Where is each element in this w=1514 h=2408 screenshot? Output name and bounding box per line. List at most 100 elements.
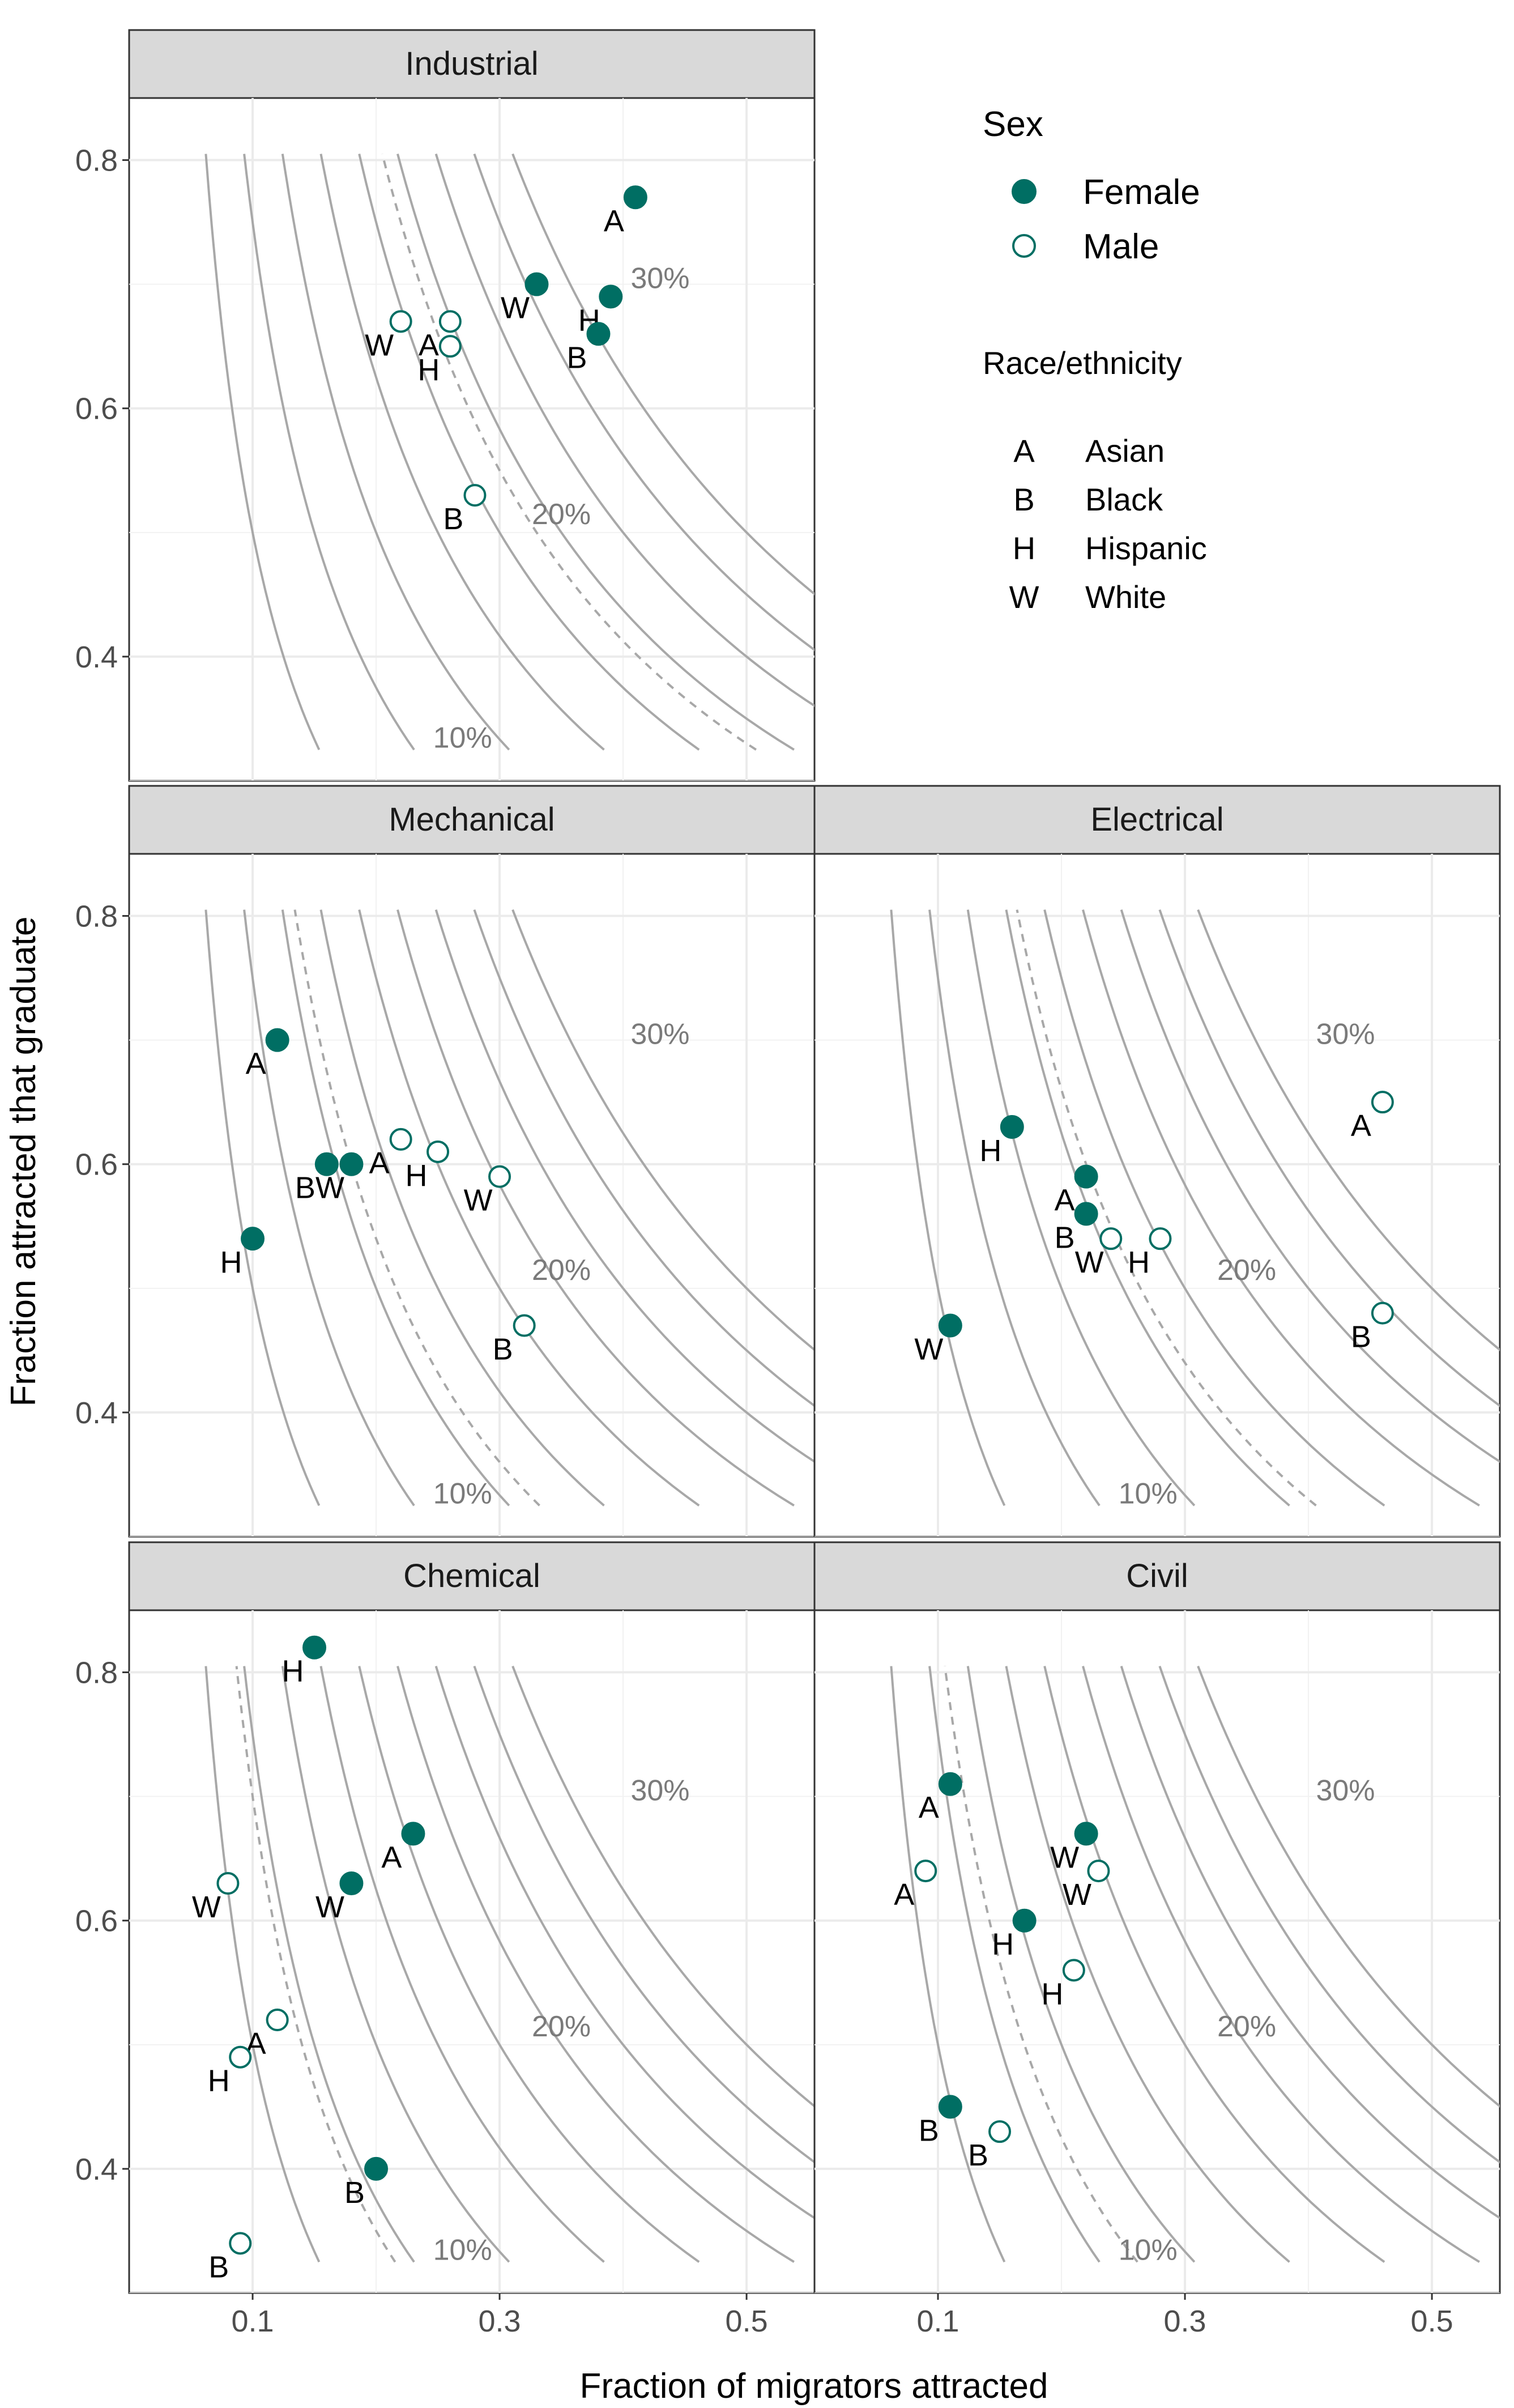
isoline [890, 1666, 1006, 2263]
data-point-b-female [938, 2095, 962, 2119]
data-point-b-female [364, 2156, 389, 2181]
legend-label-female: Female [1083, 173, 1200, 212]
reference-isoline [944, 1666, 1138, 2263]
point-label: B [919, 2113, 939, 2147]
isoline-label: 20% [532, 2010, 591, 2043]
data-point-a-male [438, 310, 462, 333]
facet-strip-label: Chemical [403, 1558, 540, 1594]
isoline [319, 154, 605, 751]
isoline [1197, 1665, 1500, 2108]
x-tick-label: 0.3 [479, 2304, 521, 2338]
data-point-b-male [463, 484, 487, 507]
legend: Sex Race/ethnicity Female Male A Asian B Blac… [983, 105, 1207, 615]
isoline [1043, 1666, 1385, 2263]
legend-race-code: W [1009, 579, 1039, 615]
isoline-label: 20% [532, 498, 591, 531]
legend-race-label: Asian [1085, 433, 1165, 469]
isoline [281, 909, 510, 1507]
point-label: H [417, 353, 440, 387]
legend-race-code: H [1013, 530, 1035, 566]
isoline-label: 30% [630, 1775, 689, 1807]
y-tick-label: 0.4 [75, 2152, 118, 2186]
y-tick-label: 0.8 [75, 144, 118, 178]
reference-isoline [381, 154, 757, 751]
isoline [1158, 1665, 1500, 2164]
point-label: H [208, 2064, 230, 2098]
isoline [928, 1666, 1101, 2263]
isoline [281, 154, 510, 751]
point-label: H [992, 1928, 1014, 1962]
isoline [434, 909, 814, 1463]
isoline [511, 153, 814, 595]
legend-race-title: Race/ethnicity [983, 345, 1182, 381]
data-point-a-male [266, 2009, 289, 2031]
point-label: H [406, 1159, 428, 1193]
data-point-h-female [302, 1635, 327, 1660]
data-point-a-female [938, 1772, 962, 1796]
data-point-h-female [1012, 1908, 1037, 1933]
panel-plot-area: 10% 20% 30% A W H B A W H B [814, 1610, 1500, 2293]
legend-race-code: B [1013, 482, 1034, 517]
isoline [204, 1666, 321, 2263]
data-point-w-male [389, 310, 412, 333]
point-label: W [914, 1333, 943, 1367]
x-tick-label: 0.1 [916, 2304, 959, 2338]
isoline [434, 1666, 814, 2220]
y-tick-label: 0.4 [75, 1396, 118, 1430]
y-tick-label: 0.6 [75, 392, 118, 426]
point-label: W [464, 1184, 493, 1218]
panel-plot-area: 10%20%30%AW HBW AHB [129, 98, 814, 781]
panel-background [813, 853, 1501, 1538]
isoline-label: 30% [1316, 1018, 1375, 1051]
isoline [243, 154, 415, 751]
isoline [1043, 909, 1385, 1507]
data-point-w-female [1074, 1822, 1098, 1846]
data-point-h-male [427, 1140, 450, 1163]
isoline [1158, 909, 1500, 1407]
isoline-label: 20% [532, 1254, 591, 1287]
isoline [434, 154, 814, 708]
isoline [890, 909, 1006, 1507]
isoline [243, 909, 415, 1507]
point-label: A [919, 1791, 939, 1825]
data-point-b-female [586, 322, 611, 346]
data-point-h-female [241, 1227, 265, 1251]
isoline [204, 154, 321, 751]
data-point-a-female [265, 1028, 289, 1052]
data-point-w-female [524, 272, 549, 296]
point-label: B [295, 1171, 315, 1205]
legend-label-male: Male [1083, 227, 1159, 266]
data-point-b-male [988, 2120, 1012, 2143]
panel-civil: Civil 10% 20% 30% A W H B A W H B 0.1 0.3 0.5 [813, 1541, 1501, 2338]
isoline [204, 909, 321, 1507]
point-label: B [566, 341, 587, 375]
point-label: A [1055, 1184, 1075, 1218]
isoline-label: 20% [1217, 2010, 1276, 2043]
data-point-w-female [339, 1871, 364, 1895]
isoline-label: 10% [433, 2233, 492, 2266]
legend-key-male [1012, 234, 1036, 258]
isoline [281, 1666, 510, 2263]
facet-strip [128, 1541, 816, 1611]
isoline-label: 10% [433, 1477, 492, 1510]
point-label: H [1041, 1977, 1063, 2011]
isoline [1082, 909, 1480, 1507]
point-label: W [315, 1171, 344, 1205]
facet-strip-label: Industrial [405, 45, 538, 82]
point-label: A [246, 1047, 266, 1081]
point-label: B [208, 2250, 229, 2284]
point-label: A [369, 1146, 390, 1180]
isoline [319, 1666, 605, 2263]
isoline [243, 1666, 415, 2263]
point-label: B [493, 1333, 513, 1367]
data-point-w-female [938, 1313, 962, 1338]
data-point-a-male [389, 1128, 412, 1151]
x-tick-label: 0.5 [726, 2304, 768, 2338]
legend-sex-title: Sex [983, 105, 1043, 144]
isoline-label: 10% [433, 721, 492, 754]
